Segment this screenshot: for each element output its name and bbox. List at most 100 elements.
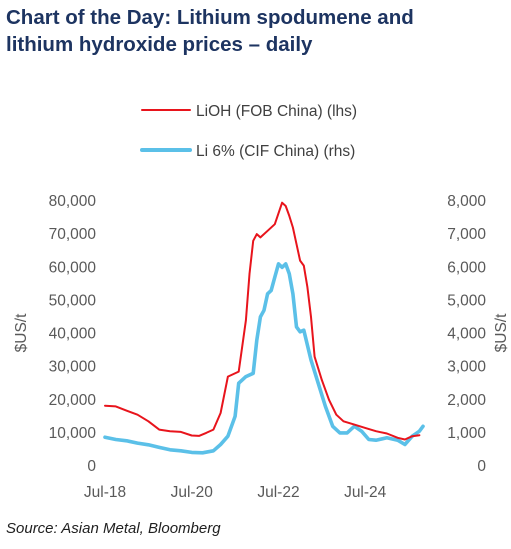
y-left-tick-label: 70,000	[49, 226, 97, 243]
lioh-data-point	[354, 424, 356, 426]
li6-data-point	[317, 382, 319, 384]
li6-data-point	[260, 316, 262, 318]
lioh-data-point	[238, 371, 240, 373]
li6-data-point	[281, 267, 283, 269]
y-right-tick-label: 6,000	[447, 259, 486, 276]
lioh-data-point	[336, 414, 338, 416]
lioh-data-point	[148, 421, 150, 423]
li6-data-point	[227, 435, 229, 437]
li6-data-point	[126, 440, 128, 442]
y-right-axis-title: $US/t	[493, 313, 510, 352]
lioh-series-line	[104, 201, 421, 441]
lioh-data-point	[191, 435, 193, 437]
y-right-tick-label: 4,000	[447, 326, 486, 343]
li6-data-point	[285, 263, 287, 265]
y-right-tick-label: 2,000	[447, 392, 486, 409]
y-right-tick-label: 0	[477, 458, 486, 475]
li6-series-line	[103, 262, 425, 455]
x-tick-label: Jul-18	[84, 484, 126, 501]
li6-data-point	[148, 444, 150, 446]
y-left-tick-label: 0	[87, 458, 96, 475]
x-tick-label: Jul-20	[171, 484, 214, 501]
legend-lioh-label: LiOH (FOB China) (lhs)	[196, 103, 357, 120]
li6-data-point	[397, 439, 399, 441]
li6-data-point	[191, 452, 193, 454]
lioh-data-point	[256, 233, 258, 235]
lioh-data-point	[227, 376, 229, 378]
x-tick-label: Jul-22	[257, 484, 299, 501]
li6-data-point	[419, 430, 421, 432]
lioh-data-point	[213, 429, 215, 431]
li6-data-point	[137, 442, 139, 444]
lioh-data-point	[386, 433, 388, 435]
li6-data-point	[299, 331, 301, 333]
li6-data-point	[202, 452, 204, 454]
li6-data-point	[213, 450, 215, 452]
li6-data-point	[339, 432, 341, 434]
lioh-data-point	[292, 227, 294, 229]
lioh-data-point	[404, 439, 406, 441]
li6-data-point	[252, 373, 254, 375]
lioh-data-point	[252, 240, 254, 242]
li6-data-point	[104, 436, 106, 438]
lioh-data-point	[198, 435, 200, 437]
y-left-tick-label: 40,000	[49, 326, 97, 343]
lioh-data-point	[411, 435, 413, 437]
y-right-tick-label: 7,000	[447, 226, 486, 243]
lioh-data-point	[115, 406, 117, 408]
lioh-data-point	[307, 286, 309, 288]
li6-data-point	[263, 310, 265, 312]
source-note: Source: Asian Metal, Bloomberg	[6, 520, 221, 537]
x-tick-label: Jul-24	[344, 484, 387, 501]
y-left-tick-label: 60,000	[49, 259, 97, 276]
lioh-data-point	[289, 215, 291, 217]
li6-data-point	[267, 293, 269, 295]
lioh-data-point	[321, 379, 323, 381]
y-left-tick-label: 20,000	[49, 392, 97, 409]
li6-data-point	[361, 430, 363, 432]
y-right-tick-label: 5,000	[447, 292, 486, 309]
li6-data-point	[303, 329, 305, 331]
li6-data-point	[346, 432, 348, 434]
li6-data-point	[115, 439, 117, 441]
li6-data-point	[238, 382, 240, 384]
y-left-axis-title: $US/t	[13, 313, 30, 352]
li6-data-point	[220, 444, 222, 446]
li6-data-point	[169, 449, 171, 451]
y-right-tick-label: 8,000	[447, 193, 486, 210]
li6-data-point	[422, 426, 424, 428]
lioh-data-point	[310, 316, 312, 318]
lioh-data-point	[285, 205, 287, 207]
lioh-data-point	[364, 427, 366, 429]
li6-data-point	[292, 293, 294, 295]
lioh-data-point	[343, 421, 345, 423]
lioh-data-point	[137, 414, 139, 416]
li6-data-point	[278, 263, 280, 265]
chart-title-line-1: Chart of the Day: Lithium spodumene and	[6, 6, 414, 29]
legend-li6-label: Li 6% (CIF China) (rhs)	[196, 143, 355, 160]
li6-data-point	[386, 437, 388, 439]
chart-title-line-2: lithium hydroxide prices – daily	[6, 33, 313, 56]
lioh-data-point	[245, 320, 247, 322]
lioh-data-point	[180, 431, 182, 433]
lioh-data-point	[126, 410, 128, 412]
li6-data-point	[368, 439, 370, 441]
chart-title: Chart of the Day: Lithium spodumene and …	[6, 4, 506, 58]
li6-data-point	[270, 290, 272, 292]
lioh-data-point	[419, 434, 421, 436]
li6-data-point	[256, 339, 258, 341]
lioh-data-point	[220, 412, 222, 414]
lioh-data-point	[303, 265, 305, 267]
lioh-data-point	[328, 399, 330, 401]
li6-data-point	[234, 416, 236, 418]
lioh-data-point	[281, 202, 283, 204]
lioh-data-point	[314, 356, 316, 358]
li6-data-point	[332, 426, 334, 428]
lioh-data-point	[249, 273, 251, 275]
lioh-data-point	[260, 237, 262, 239]
lioh-data-point	[397, 437, 399, 439]
lioh-data-point	[299, 260, 301, 262]
li6-data-point	[180, 450, 182, 452]
y-right-tick-label: 1,000	[447, 425, 486, 442]
